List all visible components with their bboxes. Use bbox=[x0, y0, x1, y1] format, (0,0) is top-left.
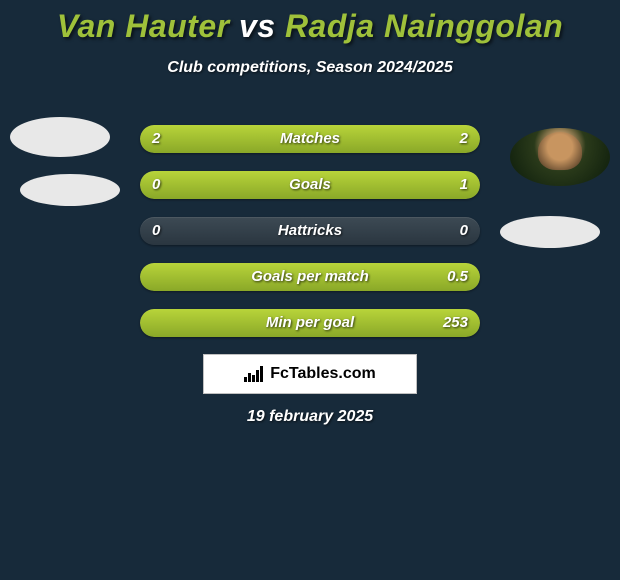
stat-row: Goals per match0.5 bbox=[140, 263, 480, 291]
player-b-avatar bbox=[510, 128, 610, 186]
stat-row: Min per goal253 bbox=[140, 309, 480, 337]
player-a-avatar bbox=[10, 117, 110, 157]
brand-badge: FcTables.com bbox=[203, 354, 417, 394]
stat-fill-left bbox=[140, 125, 310, 153]
player-a-club-logo bbox=[20, 174, 120, 206]
stat-fill-right bbox=[140, 309, 480, 337]
stat-value-right: 0 bbox=[460, 217, 468, 245]
stat-fill-right bbox=[140, 263, 480, 291]
stat-row: 0Hattricks0 bbox=[140, 217, 480, 245]
stat-value-left: 0 bbox=[152, 217, 160, 245]
stat-fill-right bbox=[140, 171, 480, 199]
brand-chart-icon bbox=[244, 366, 264, 382]
stat-row: 0Goals1 bbox=[140, 171, 480, 199]
subtitle: Club competitions, Season 2024/2025 bbox=[0, 59, 620, 77]
stat-fill-right bbox=[310, 125, 480, 153]
player-a-name: Van Hauter bbox=[57, 8, 230, 44]
vs-text: vs bbox=[239, 8, 276, 44]
stat-rows: 2Matches2 0Goals1 0Hattricks0 Goals per mat… bbox=[140, 125, 480, 355]
comparison-title: Van Hauter vs Radja Nainggolan bbox=[0, 0, 620, 45]
stat-label: Hattricks bbox=[140, 217, 480, 245]
player-b-name: Radja Nainggolan bbox=[285, 8, 563, 44]
stat-row: 2Matches2 bbox=[140, 125, 480, 153]
brand-text: FcTables.com bbox=[270, 365, 376, 383]
date-text: 19 february 2025 bbox=[0, 408, 620, 426]
player-b-club-logo bbox=[500, 216, 600, 248]
